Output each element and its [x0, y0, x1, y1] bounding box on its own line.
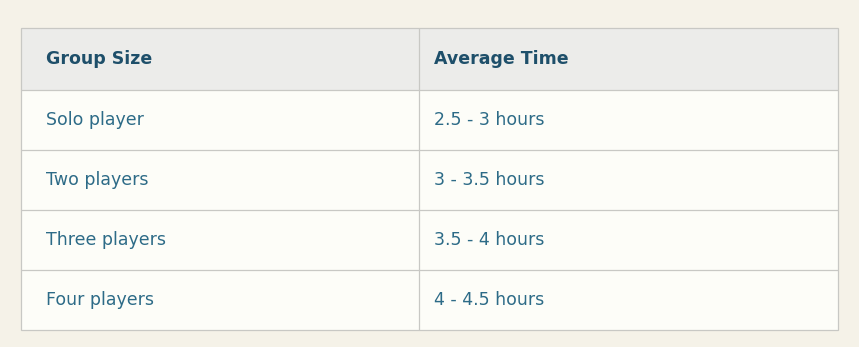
Text: Three players: Three players — [46, 231, 166, 249]
Text: Four players: Four players — [46, 291, 154, 308]
Text: Two players: Two players — [46, 171, 148, 189]
Bar — [21, 28, 838, 330]
Text: Average Time: Average Time — [435, 50, 569, 68]
Bar — [21, 90, 838, 150]
Text: Group Size: Group Size — [46, 50, 152, 68]
Text: 3 - 3.5 hours: 3 - 3.5 hours — [435, 171, 545, 189]
Bar — [21, 28, 838, 90]
Text: 3.5 - 4 hours: 3.5 - 4 hours — [435, 231, 545, 249]
Text: 2.5 - 3 hours: 2.5 - 3 hours — [435, 111, 545, 129]
Bar — [21, 270, 838, 330]
Text: 4 - 4.5 hours: 4 - 4.5 hours — [435, 291, 545, 308]
Bar — [21, 150, 838, 210]
Text: Solo player: Solo player — [46, 111, 143, 129]
Bar — [21, 210, 838, 270]
